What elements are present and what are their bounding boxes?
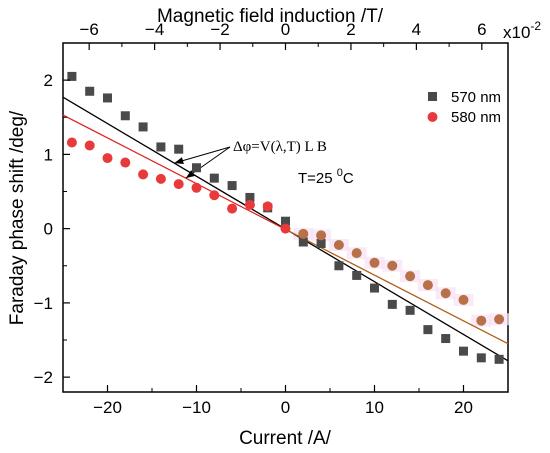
- x-tick-label: −10: [182, 398, 211, 417]
- legend-marker-570: [428, 92, 437, 101]
- point-570: [209, 173, 219, 183]
- arrow-head: [174, 157, 184, 164]
- data-points: [66, 71, 505, 364]
- point-570: [316, 238, 326, 248]
- point-580: [84, 140, 95, 151]
- point-580: [298, 228, 309, 239]
- point-570: [245, 192, 255, 202]
- point-570: [387, 299, 397, 309]
- point-580: [387, 260, 398, 271]
- x2-tick-label: 6: [477, 20, 486, 39]
- legend-label-570: 570 nm: [451, 89, 501, 106]
- x2-tick-label: −2: [210, 20, 229, 39]
- point-570: [334, 261, 344, 271]
- point-580: [120, 157, 131, 168]
- arrow-line: [174, 146, 231, 164]
- arrow-line: [185, 146, 231, 179]
- x-tick-label: 20: [454, 398, 473, 417]
- point-570: [67, 71, 77, 81]
- point-570: [174, 144, 184, 154]
- point-570: [85, 86, 95, 96]
- y-axis-title: Faraday phase shift /deg/: [7, 110, 28, 325]
- point-580: [173, 179, 184, 190]
- point-580: [494, 314, 505, 325]
- temperature-unit: C: [343, 170, 354, 187]
- x-tick-label: −20: [93, 398, 122, 417]
- x2-tick-label: 4: [412, 20, 421, 39]
- point-580: [155, 173, 166, 184]
- y-tick-label: 0: [44, 220, 53, 239]
- point-570: [298, 237, 308, 247]
- point-580: [458, 294, 469, 305]
- point-580: [138, 169, 149, 180]
- highlight-bands: [293, 227, 510, 327]
- y-tick-label: 2: [44, 71, 53, 90]
- x-tick-label: 10: [365, 398, 384, 417]
- point-570: [103, 93, 112, 103]
- x2-multiplier: x10-2: [503, 19, 541, 42]
- temperature-sup: 0: [337, 167, 343, 179]
- legend-label-580: 580 nm: [451, 109, 501, 126]
- point-580: [351, 248, 362, 259]
- temperature-text: T=25: [298, 170, 337, 187]
- x2-tick-label: −4: [145, 20, 164, 39]
- point-580: [262, 201, 273, 212]
- point-570: [423, 325, 433, 335]
- point-580: [280, 223, 291, 234]
- point-580: [333, 239, 344, 250]
- x2-tick-label: 2: [346, 20, 355, 39]
- point-580: [405, 271, 416, 282]
- point-580: [66, 137, 77, 148]
- legend-marker-580: [427, 112, 438, 122]
- point-580: [440, 288, 451, 299]
- point-580: [316, 230, 327, 241]
- point-580: [244, 199, 255, 210]
- point-570: [405, 305, 415, 315]
- point-570: [192, 163, 201, 173]
- point-570: [459, 346, 468, 356]
- y-tick-label: −2: [34, 368, 53, 387]
- point-570: [138, 122, 148, 132]
- point-580: [422, 280, 433, 291]
- point-580: [476, 315, 487, 326]
- point-570: [156, 142, 166, 152]
- point-570: [370, 283, 379, 293]
- y-tick-label: 1: [44, 145, 53, 164]
- point-570: [441, 334, 451, 344]
- point-580: [227, 203, 238, 214]
- point-580: [102, 153, 113, 164]
- point-570: [227, 181, 237, 191]
- x2-multiplier-base: x10: [503, 23, 530, 42]
- point-580: [191, 182, 202, 193]
- point-570: [120, 111, 130, 121]
- y-tick-label: −1: [34, 294, 53, 313]
- point-570: [281, 216, 290, 226]
- x2-tick-label: 0: [281, 20, 290, 39]
- point-580: [369, 257, 380, 268]
- arrow-head: [185, 170, 196, 179]
- point-570: [494, 354, 504, 364]
- faraday-formula: Δφ=V(λ,T) L B: [233, 139, 327, 155]
- temperature-label: T=25 0C: [298, 167, 354, 187]
- x2-axis-title: Magnetic field induction /T/: [157, 6, 384, 27]
- point-580: [209, 190, 220, 201]
- x-axis-title: Current /A/: [239, 428, 332, 449]
- point-570: [476, 353, 486, 363]
- x-tick-label: 0: [281, 398, 290, 417]
- x2-tick-label: −6: [79, 20, 98, 39]
- annotation-arrows: [174, 146, 231, 179]
- x2-multiplier-exp: -2: [530, 19, 541, 33]
- point-570: [352, 270, 362, 280]
- legend: 570 nm 580 nm: [427, 89, 501, 126]
